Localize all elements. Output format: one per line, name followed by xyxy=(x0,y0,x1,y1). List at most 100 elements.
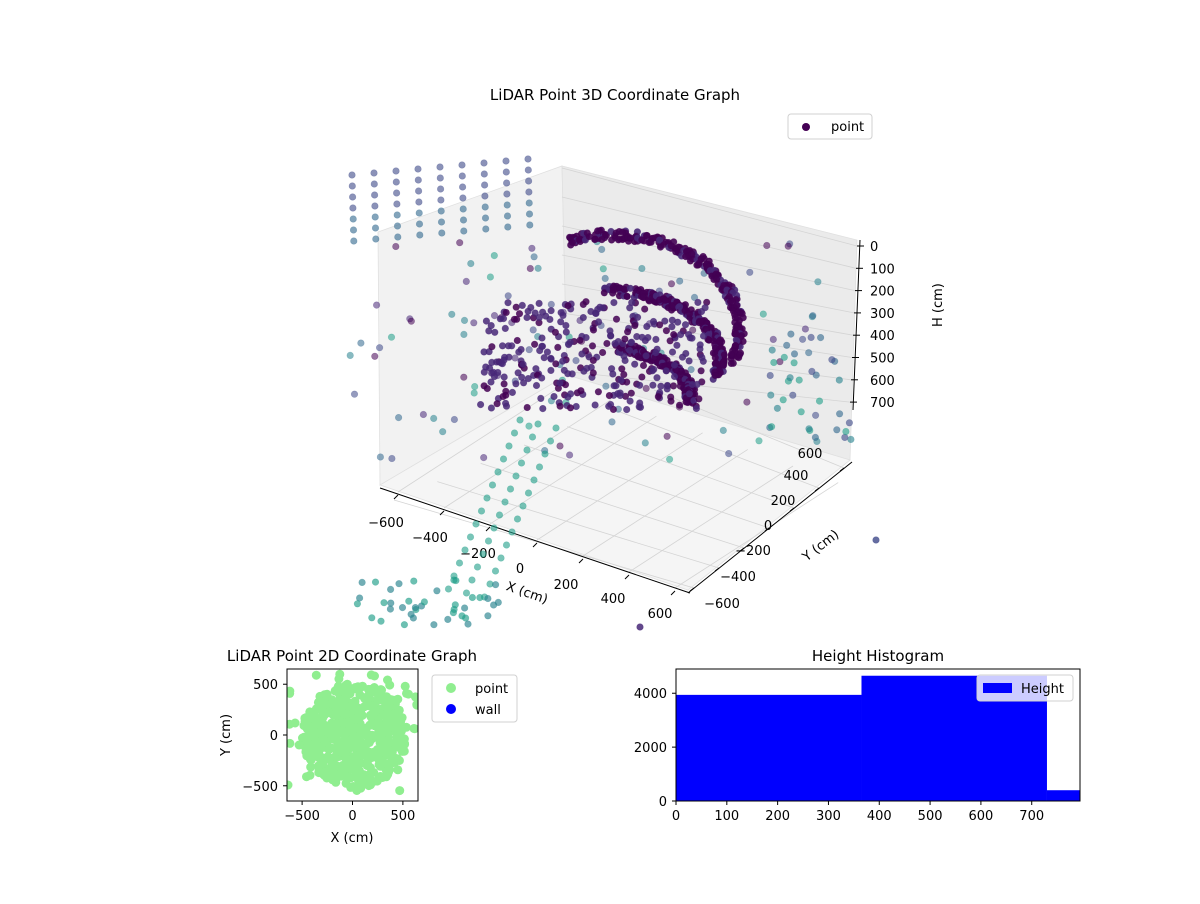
x-grid-line xyxy=(674,482,839,589)
point-3d xyxy=(370,180,378,188)
point-3d xyxy=(605,392,614,400)
point-3d xyxy=(512,472,520,480)
point-3d xyxy=(524,166,532,174)
point-3d xyxy=(370,169,378,177)
point-2d xyxy=(305,707,315,717)
point-3d xyxy=(566,404,575,412)
point-2d xyxy=(306,762,316,772)
point-3d xyxy=(450,415,459,424)
point-2d xyxy=(400,681,410,691)
y-tick-mark xyxy=(689,587,695,592)
point-3d xyxy=(502,399,510,407)
point-3d xyxy=(784,242,792,250)
point-2d xyxy=(331,774,341,784)
point-2d xyxy=(319,697,329,707)
point-3d xyxy=(711,371,719,380)
point-3d xyxy=(502,157,510,165)
point-3d xyxy=(386,605,395,613)
point-3d xyxy=(566,338,574,346)
point-3d xyxy=(589,369,597,377)
point-3d xyxy=(547,366,555,375)
point-3d xyxy=(538,334,546,342)
point-3d xyxy=(430,621,438,629)
point-3d xyxy=(437,218,446,226)
point-3d xyxy=(779,396,787,404)
point-3d xyxy=(519,502,527,510)
point-3d xyxy=(546,437,555,445)
point-3d xyxy=(638,236,646,244)
point-3d xyxy=(371,202,379,210)
point-3d xyxy=(801,325,810,333)
point-3d xyxy=(492,581,500,589)
point-3d xyxy=(490,373,499,381)
point-3d xyxy=(755,437,763,445)
x-tick-mark xyxy=(670,590,676,596)
chart-2d-ticks: −500 −500 0 0 500 500 xyxy=(242,678,415,824)
point-3d xyxy=(773,404,782,412)
point-3d xyxy=(675,401,684,409)
point-3d xyxy=(468,593,477,602)
legend-label-height: Height xyxy=(1021,682,1064,697)
point-3d xyxy=(682,398,690,406)
point-3d xyxy=(488,481,497,489)
point-3d xyxy=(471,383,479,391)
point-3d xyxy=(502,308,510,317)
point-3d xyxy=(626,284,634,292)
point-3d xyxy=(503,190,511,198)
point-3d xyxy=(380,599,388,607)
point-3d xyxy=(623,406,631,414)
point-3d xyxy=(524,155,532,163)
point-3d xyxy=(807,333,815,342)
point-3d xyxy=(631,360,639,368)
point-2d xyxy=(287,688,295,698)
point-3d xyxy=(530,340,539,348)
point-3d xyxy=(620,370,628,379)
point-3d xyxy=(602,382,610,390)
point-3d xyxy=(500,380,508,388)
point-3d xyxy=(349,226,358,234)
legend-marker-point xyxy=(446,683,456,693)
point-3d xyxy=(626,397,634,405)
point-3d xyxy=(415,198,423,206)
point-2d xyxy=(363,732,373,742)
point-3d xyxy=(505,353,513,361)
histogram-ticks: 0 100 200 300 400 500 600 700 0 2000 4000 xyxy=(634,687,1044,824)
point-2d xyxy=(321,690,331,700)
point-3d xyxy=(433,587,441,595)
point-3d xyxy=(482,317,491,325)
z-grid-line xyxy=(561,167,858,247)
point-3d xyxy=(541,450,549,458)
point-3d xyxy=(623,292,631,300)
point-3d xyxy=(626,304,634,312)
point-3d xyxy=(815,397,824,405)
point-3d xyxy=(514,369,522,377)
point-3d xyxy=(591,309,600,317)
y-tick-mark xyxy=(764,527,770,532)
x-grid-line xyxy=(536,432,703,541)
point-3d xyxy=(530,476,538,484)
point-3d xyxy=(410,577,418,585)
point-3d xyxy=(662,367,670,375)
point-3d xyxy=(371,578,380,586)
point-3d xyxy=(663,385,671,393)
point-3d xyxy=(643,322,651,331)
point-3d xyxy=(504,223,512,231)
point-3d xyxy=(451,601,459,609)
point-3d xyxy=(841,433,849,442)
x-tick-mark xyxy=(485,526,491,532)
point-3d xyxy=(667,242,675,250)
point-3d xyxy=(612,315,621,323)
point-3d xyxy=(602,231,611,239)
point-3d xyxy=(528,244,536,252)
y-tick-label: 0 xyxy=(270,729,278,744)
point-3d xyxy=(673,341,681,349)
point-3d xyxy=(621,335,629,343)
point-3d xyxy=(627,339,635,347)
x-tick-label: 0 xyxy=(348,809,356,824)
chart-2d-title: LiDAR Point 2D Coordinate Graph xyxy=(227,647,477,665)
point-2d xyxy=(310,743,320,753)
point-3d xyxy=(481,214,490,222)
x-tick-label: −600 xyxy=(368,516,404,531)
point-3d xyxy=(377,617,385,625)
chart-3d-title: LiDAR Point 3D Coordinate Graph xyxy=(490,86,740,104)
